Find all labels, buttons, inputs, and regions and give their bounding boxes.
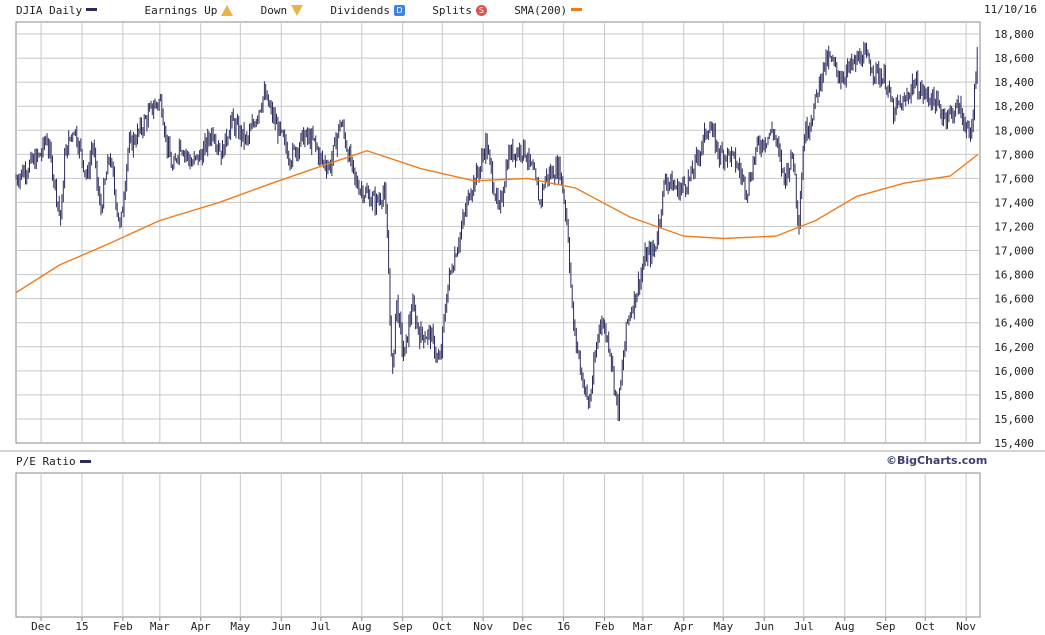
pe-panel (15, 472, 981, 618)
split-icon: S (475, 4, 487, 16)
y-tick-label: 15,800 (994, 389, 1034, 402)
y-tick-label: 17,200 (994, 220, 1034, 233)
y-tick-label: 17,400 (994, 196, 1034, 209)
pe-legend: P/E Ratio (16, 455, 91, 468)
pe-swatch (79, 460, 91, 463)
x-tick-label: 15 (75, 620, 88, 633)
y-tick-label: 16,800 (994, 269, 1034, 282)
y-tick-label: 17,000 (994, 245, 1034, 258)
x-tick-label: Mar (633, 620, 653, 633)
x-tick-label: Jun (271, 620, 291, 633)
y-tick-label: 18,600 (994, 52, 1034, 65)
y-tick-label: 17,800 (994, 148, 1034, 161)
x-tick-label: Apr (191, 620, 211, 633)
chart-legend: DJIA Daily Earnings Up Down Dividends D S… (16, 3, 583, 17)
price-panel (15, 21, 981, 444)
sma-label: SMA(200) (514, 3, 568, 17)
splits-label: Splits (432, 3, 472, 17)
x-tick-label: Jul (794, 620, 814, 633)
y-tick-label: 16,400 (994, 317, 1034, 330)
y-tick-label: 16,000 (994, 365, 1034, 378)
x-tick-label: Jul (311, 620, 331, 633)
credit-link[interactable]: ©BigCharts.com (886, 454, 988, 467)
x-tick-label: Oct (432, 620, 452, 633)
sma-swatch (571, 8, 583, 11)
x-tick-label: Aug (352, 620, 372, 633)
last-date-label: 11/10/16 (984, 3, 1037, 16)
x-tick-label: Dec (31, 620, 51, 633)
y-tick-label: 18,400 (994, 76, 1034, 89)
y-tick-label: 18,000 (994, 124, 1034, 137)
dividends-label: Dividends (330, 3, 390, 17)
y-tick-label: 18,200 (994, 100, 1034, 113)
y-tick-label: 16,200 (994, 341, 1034, 354)
series-label: DJIA Daily (16, 3, 83, 17)
x-tick-label: Mar (150, 620, 170, 633)
y-tick-label: 16,600 (994, 293, 1034, 306)
dividend-icon: D (393, 4, 405, 16)
y-tick-label: 17,600 (994, 172, 1034, 185)
x-tick-label: Feb (595, 620, 615, 633)
y-tick-label: 18,800 (994, 28, 1034, 41)
x-tick-label: May (230, 620, 250, 633)
earnings-label: Earnings (144, 3, 198, 17)
y-tick-label: 15,600 (994, 413, 1034, 426)
x-tick-label: Sep (876, 620, 896, 633)
x-tick-label: May (713, 620, 733, 633)
x-tick-label: Feb (113, 620, 133, 633)
earnings-down-label: Down (260, 3, 288, 17)
x-tick-label: Jun (754, 620, 774, 633)
sma-line (15, 149, 979, 294)
x-tick-label: Nov (956, 620, 976, 633)
x-tick-label: Dec (513, 620, 533, 633)
x-tick-label: Nov (473, 620, 493, 633)
x-tick-label: 16 (557, 620, 570, 633)
x-tick-label: Aug (835, 620, 855, 633)
earnings-up-icon (221, 4, 234, 16)
y-tick-label: 15,400 (994, 437, 1034, 450)
pe-label: P/E Ratio (16, 455, 76, 468)
x-tick-label: Oct (915, 620, 935, 633)
earnings-down-icon (291, 4, 304, 16)
x-tick-label: Apr (674, 620, 694, 633)
earnings-up-label: Up (204, 3, 218, 17)
price-swatch (86, 8, 98, 11)
x-tick-label: Sep (393, 620, 413, 633)
